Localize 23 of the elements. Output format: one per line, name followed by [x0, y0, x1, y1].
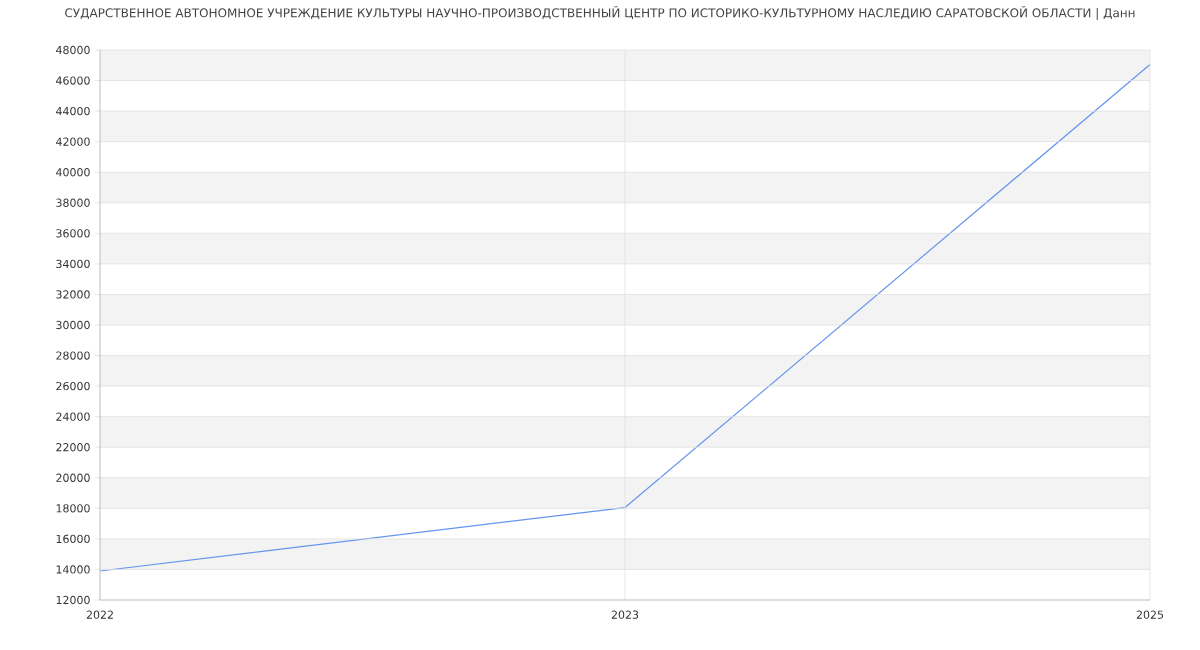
y-tick-label: 14000 [56, 565, 90, 574]
y-tick-label: 36000 [56, 229, 90, 238]
y-tick-label: 32000 [56, 290, 90, 299]
y-tick-label: 48000 [56, 45, 90, 55]
y-tick-label: 16000 [56, 534, 90, 544]
y-tick-label: 18000 [56, 504, 90, 513]
chart-title: СУДАРСТВЕННОЕ АВТОНОМНОЕ УЧРЕЖДЕНИЕ КУЛЬТУРЫ НАУЧНО-ПРОИЗВОДСТВЕННЫЙ ЦЕНТР ПО ИСТОРИКО-КУЛЬТУРНОМУ НАСЛЕДИЮ САРАТОВСКОЙ ОБЛАСТИ | Данн [65, 6, 1135, 20]
y-tick-label: 42000 [56, 137, 90, 146]
y-tick-label: 12000 [56, 595, 90, 605]
x-tick-label: 2023 [611, 610, 639, 619]
x-tick-label: 2025 [1136, 610, 1164, 619]
y-tick-label: 26000 [56, 381, 90, 391]
y-tick-label: 44000 [56, 106, 90, 116]
y-tick-label: 46000 [56, 76, 90, 85]
y-tick-label: 22000 [56, 443, 90, 452]
y-tick-label: 28000 [56, 351, 90, 360]
y-tick-label: 24000 [56, 412, 90, 421]
x-tick-label: 2022 [86, 610, 113, 619]
y-tick-label: 20000 [56, 473, 90, 482]
y-tick-label: 34000 [56, 259, 90, 269]
y-tick-label: 38000 [56, 198, 90, 207]
y-tick-label: 30000 [56, 320, 90, 330]
y-tick-label: 40000 [56, 168, 90, 177]
